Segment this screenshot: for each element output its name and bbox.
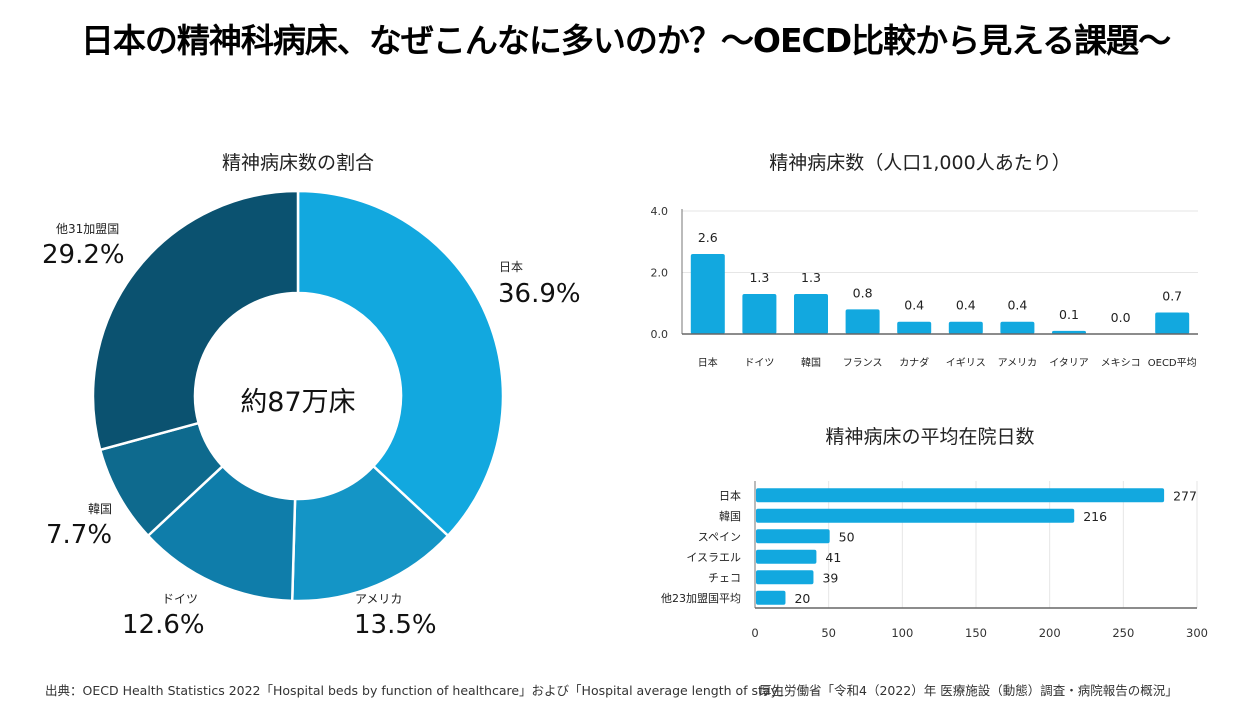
beds-category-label-4: カナダ [899,356,929,369]
donut-value-germany: 12.6% [122,610,205,640]
beds-bar-6 [1000,321,1035,334]
donut-value-korea: 7.7% [46,520,113,550]
beds-value-label-1: 1.3 [749,270,769,285]
beds-ytick-label: 4.0 [651,205,669,218]
donut-label-korea: 韓国 [88,502,113,516]
beds-value-label-4: 0.4 [904,298,924,313]
source-citation-oecd: 出典：OECD Health Statistics 2022「Hospital … [45,683,791,698]
donut-value-others: 29.2% [42,240,125,270]
beds-bar-0 [690,254,725,334]
stay-category-label-2: スペイン [698,530,741,543]
donut-value-usa: 13.5% [354,610,437,640]
stay-xtick-label: 150 [965,626,987,640]
beds-value-label-6: 0.4 [1007,298,1027,313]
stay-value-label-4: 39 [822,570,838,585]
stay-bar-2 [756,529,830,544]
beds-bar-1 [742,294,777,334]
stay-category-label-1: 韓国 [719,510,741,523]
donut-center-label: 約87万床 [240,387,356,418]
stay-category-label-5: 他23加盟国平均 [661,592,741,605]
beds-category-label-0: 日本 [698,356,718,369]
beds-value-label-9: 0.7 [1162,288,1182,303]
source-citation-mhlw: 厚生労働省「令和4（2022）年 医療施設（動態）調査・病院報告の概況」 [759,683,1178,698]
donut-value-japan: 36.9% [498,279,581,309]
beds-bar-4 [897,321,932,334]
stay-bar-5 [756,590,786,605]
stay-xtick-label: 300 [1186,626,1208,640]
stay-category-label-0: 日本 [719,488,741,502]
stay-bar-0 [756,488,1165,503]
stay-category-label-4: チェコ [708,571,741,584]
beds-value-label-8: 0.0 [1111,310,1131,325]
page-title: 日本の精神科病床、なぜこんなに多いのか？～OECD比較から見える課題～ [80,21,1171,60]
stay-bar-1 [756,508,1075,523]
beds-ytick-label: 2.0 [651,267,669,280]
beds-bar-9 [1155,312,1190,334]
donut-label-japan: 日本 [499,260,524,274]
beds-value-label-0: 2.6 [698,230,718,245]
beds-category-label-9: OECD平均 [1148,357,1197,369]
stay-value-label-0: 277 [1173,488,1197,503]
beds-category-label-8: メキシコ [1101,358,1141,369]
stay-xtick-label: 0 [751,626,758,640]
beds-category-label-6: アメリカ [998,357,1038,369]
beds-value-label-2: 1.3 [801,270,821,285]
beds-category-label-3: フランス [843,357,883,369]
donut-chart-title: 精神病床数の割合 [221,152,374,174]
donut-label-usa: アメリカ [355,592,403,606]
beds-bar-2 [794,294,828,334]
beds-value-label-3: 0.8 [853,285,873,300]
beds-bar-3 [845,309,880,334]
stay-value-label-3: 41 [825,550,841,565]
stay-bar-3 [756,549,817,564]
stay-xtick-label: 200 [1039,626,1061,640]
beds-category-label-2: 韓国 [801,357,821,369]
beds-bar-5 [948,321,983,334]
beds-category-label-1: ドイツ [744,358,774,369]
beds-category-label-5: イギリス [946,357,986,369]
donut-slice-0 [296,189,505,538]
stay-xtick-label: 100 [891,626,913,640]
stay-chart-title: 精神病床の平均在院日数 [825,426,1035,448]
beds-ytick-label: 0.0 [651,328,669,341]
donut-label-germany: ドイツ [162,592,199,606]
stay-value-label-1: 216 [1083,509,1107,524]
donut-label-others: 他31加盟国 [56,222,120,236]
stay-value-label-5: 20 [794,591,810,606]
beds-bar-7 [1052,330,1086,334]
stay-value-label-2: 50 [839,529,855,544]
beds-chart-title: 精神病床数（人口1,000人あたり） [769,152,1071,174]
beds-value-label-7: 0.1 [1059,307,1079,322]
beds-value-label-5: 0.4 [956,298,976,313]
stay-category-label-3: イスラエル [686,551,741,564]
stay-xtick-label: 50 [821,626,836,640]
donut-slice-4 [91,189,300,452]
stay-xtick-label: 250 [1112,626,1134,640]
beds-category-label-7: イタリア [1049,357,1089,369]
stay-bar-4 [756,570,814,585]
